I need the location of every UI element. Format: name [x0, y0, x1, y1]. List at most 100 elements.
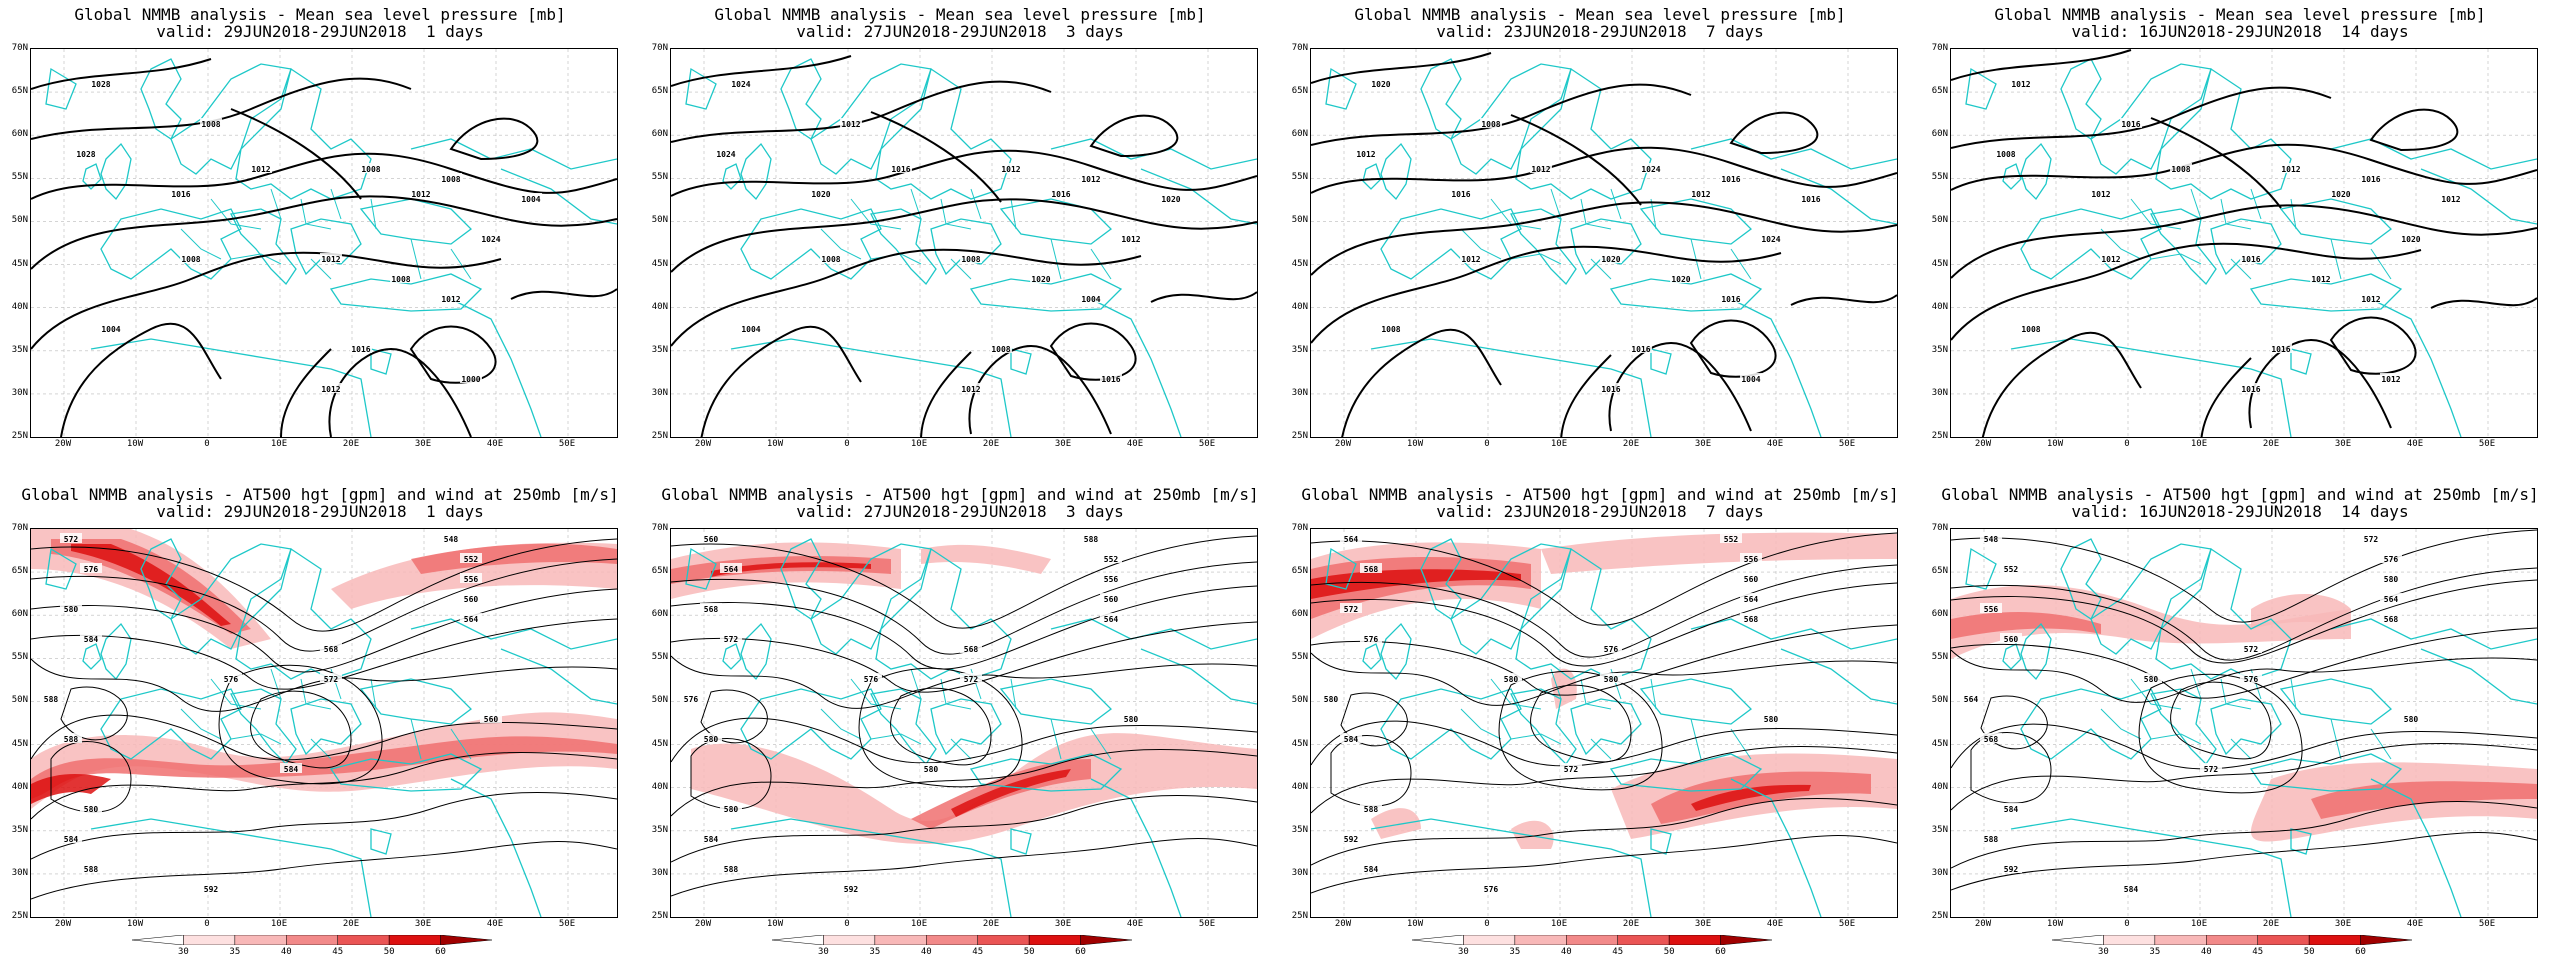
map-canvas: 560 564 568 572 576 580 588 552 556 560 564 568 572 5… — [671, 529, 1257, 917]
contour-label-bg — [700, 533, 722, 543]
contour-value-label: 580 — [1124, 715, 1139, 724]
latitude-label: 65N — [1931, 86, 1948, 97]
panel-valid-period: valid: 16JUN2018-29JUN2018 14 days — [2071, 502, 2409, 521]
contour-label-bg — [720, 803, 742, 813]
contour-value-label: 548 — [1984, 535, 1999, 544]
coastline — [1380, 622, 1412, 681]
contour-label-bg — [60, 833, 82, 843]
coastline — [1570, 218, 1642, 276]
longitude-label: 30E — [1694, 439, 1712, 449]
coastline — [810, 543, 932, 655]
country-border — [330, 188, 342, 220]
longitude-label: 10W — [766, 439, 784, 449]
height-contour — [1311, 624, 1897, 696]
longitude-label: 30E — [1694, 919, 1712, 929]
isobar-contour — [1951, 49, 2132, 81]
country-border — [1050, 718, 1062, 760]
country-border — [300, 198, 332, 230]
coastline — [235, 67, 372, 200]
contour-label-bg — [1320, 693, 1342, 703]
latitude-label: 40N — [1931, 781, 1948, 792]
height-contour — [1951, 832, 2537, 891]
contour-value-label: 1008 — [1996, 150, 2015, 159]
wind-speed-shading — [1511, 820, 1554, 849]
contour-label-bg — [1600, 643, 1622, 653]
isobar-contour — [1560, 354, 1612, 437]
contour-label-bg — [1690, 188, 1712, 198]
coastline — [1370, 818, 1652, 917]
country-border — [1510, 253, 1562, 265]
contour-label-bg — [440, 293, 462, 303]
map-canvas: 1012 1016 1012 1024 1016 1024 1020 1016 1016 1012… — [1311, 49, 1897, 437]
longitude-label: 20E — [982, 439, 1000, 449]
contour-label-bg — [200, 883, 222, 893]
contour-label-bg — [680, 693, 702, 703]
contour-label-bg — [890, 163, 912, 173]
height-contour — [1311, 797, 1897, 866]
latitude-label: 65N — [651, 86, 668, 97]
colorbar-tick-label: 60 — [1075, 947, 1086, 957]
coastline — [1639, 678, 1752, 725]
longitude-label: 40E — [2406, 919, 2424, 929]
contour-value-label: 1012 — [1081, 175, 1100, 184]
contour-label-bg — [2400, 713, 2422, 723]
contour-label-bg — [80, 563, 102, 573]
country-border — [850, 678, 902, 710]
contour-label-bg — [720, 863, 742, 873]
contour-value-label: 560 — [464, 595, 479, 604]
country-border — [1650, 198, 1657, 230]
isobar-contour — [1150, 291, 1257, 303]
height-contour — [1951, 627, 2537, 699]
contour-value-label: 580 — [924, 765, 939, 774]
country-border — [180, 228, 222, 260]
contour-label-bg — [730, 78, 752, 88]
map-canvas: 572 576 580 584 588 588 548 552 556 560 564 568 572 5… — [31, 529, 617, 917]
country-border — [1090, 728, 1112, 760]
latitude-label: 25N — [1291, 911, 1308, 921]
colorbar-swatch — [286, 935, 338, 945]
latitude-label: 50N — [1291, 695, 1308, 706]
latitude-label: 70N — [1931, 523, 1948, 533]
coastline — [500, 648, 617, 705]
contour-value-label: 584 — [284, 765, 299, 774]
contour-label-bg — [1740, 553, 1762, 563]
contour-label-bg — [460, 373, 482, 383]
colorbar-swatch — [2154, 935, 2207, 945]
latitude-label: 70N — [1931, 43, 1948, 53]
wind-speed-shading — [1551, 668, 1577, 709]
contour-label-bg — [1360, 863, 1382, 873]
coastline — [45, 547, 77, 590]
colorbar-swatch — [977, 935, 1030, 945]
contour-value-label: 1012 — [2281, 165, 2300, 174]
colorbar-swatch — [926, 935, 978, 945]
height-contour — [250, 690, 352, 769]
coastline — [2420, 168, 2537, 225]
isobar-contour — [328, 347, 472, 437]
country-border — [2220, 678, 2252, 710]
panel-valid-period: valid: 23JUN2018-29JUN2018 7 days — [1436, 22, 1764, 41]
country-border — [1650, 678, 1657, 710]
latitude-label: 55N — [11, 652, 28, 663]
map-frame: 1028 1016 1012 1008 1008 1024 1012 1016 1012 1008… — [30, 48, 618, 438]
isobar-contour — [968, 344, 1112, 435]
contour-value-label: 1012 — [961, 385, 980, 394]
contour-value-label: 568 — [324, 645, 339, 654]
coastline — [1140, 648, 1257, 705]
wind-speed-shading — [1311, 569, 1521, 599]
coastline — [410, 138, 617, 170]
latitude-label: 30N — [11, 387, 28, 398]
coastline — [730, 818, 1012, 917]
isobar-contour — [449, 117, 539, 161]
contour-label-bg — [1980, 733, 2002, 743]
coastline — [1380, 142, 1412, 201]
contour-label-bg — [2000, 563, 2022, 573]
contour-label-bg — [460, 593, 482, 603]
coastline — [1370, 338, 1652, 437]
country-border — [2100, 708, 2142, 740]
height-contour — [60, 686, 128, 741]
contour-label-bg — [440, 533, 462, 543]
contour-label-bg — [720, 633, 742, 643]
contour-value-label: 564 — [1964, 695, 1979, 704]
contour-value-label: 1024 — [716, 150, 735, 159]
latitude-label: 65N — [1291, 86, 1308, 97]
